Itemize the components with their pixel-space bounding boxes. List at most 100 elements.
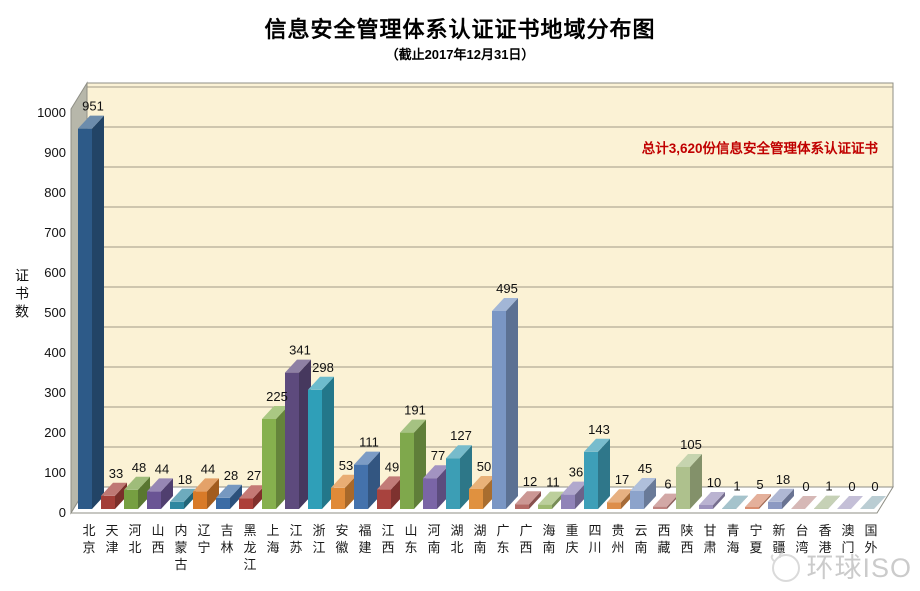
svg-text:藏: 藏 [657,540,670,555]
svg-text:西: 西 [381,540,394,555]
svg-text:古: 古 [174,557,187,572]
svg-text:安: 安 [335,523,348,538]
svg-text:951: 951 [82,99,104,114]
svg-text:5: 5 [756,477,763,492]
svg-text:341: 341 [289,343,311,358]
page-title: 信息安全管理体系认证证书地域分布图 [264,17,656,42]
svg-text:700: 700 [44,225,66,240]
svg-text:苏: 苏 [289,540,302,555]
chart-subtitle: （截止2017年12月31日） [385,47,535,62]
y-axis-ticks: 0 100 200 300 400 500 600 700 800 900 1000 [37,105,66,520]
svg-text:广: 广 [519,523,532,538]
svg-text:贵: 贵 [611,523,624,538]
bar-陕西 [676,454,702,509]
svg-text:川: 川 [588,540,601,555]
svg-text:500: 500 [44,305,66,320]
svg-text:18: 18 [776,472,790,487]
svg-text:北: 北 [82,523,95,538]
svg-text:新: 新 [772,523,785,538]
bar-浙江 [308,376,334,509]
svg-text:0: 0 [59,505,66,520]
svg-text:1000: 1000 [37,105,66,120]
bar-山东 [400,419,426,509]
svg-text:甘: 甘 [703,523,716,538]
bar-上海 [262,406,288,509]
bar-江苏 [285,359,311,509]
svg-text:港: 港 [818,540,831,555]
bar-四川 [584,438,610,509]
svg-text:重: 重 [565,523,578,538]
svg-text:200: 200 [44,425,66,440]
svg-text:300: 300 [44,385,66,400]
svg-text:1: 1 [733,479,740,494]
svg-text:云: 云 [634,523,647,538]
svg-text:上: 上 [266,523,279,538]
svg-text:津: 津 [105,540,118,555]
svg-text:江: 江 [243,557,256,572]
svg-text:江: 江 [312,540,325,555]
bar-河北 [124,476,150,509]
svg-text:48: 48 [132,460,146,475]
svg-text:天: 天 [105,523,118,538]
svg-text:宁: 宁 [749,523,762,538]
svg-text:6: 6 [664,477,671,492]
svg-text:17: 17 [615,472,629,487]
svg-text:徽: 徽 [335,540,348,555]
bar-天津 [101,482,127,509]
total-annotation: 总计3,620份信息安全管理体系认证证书 [641,141,878,156]
svg-text:江: 江 [289,523,302,538]
bar-江西 [377,476,403,509]
svg-text:四: 四 [588,523,601,538]
svg-text:1: 1 [825,479,832,494]
svg-text:外: 外 [864,540,877,555]
svg-text:湾: 湾 [795,540,808,555]
svg-text:西: 西 [657,523,670,538]
svg-text:45: 45 [638,461,652,476]
svg-text:北: 北 [128,540,141,555]
svg-text:南: 南 [427,540,440,555]
bar-青海 [722,495,748,509]
svg-text:100: 100 [44,465,66,480]
svg-text:广: 广 [496,523,509,538]
svg-text:门: 门 [841,540,854,555]
bar-广西 [515,491,541,509]
svg-text:南: 南 [634,540,647,555]
y-axis-title: 证书数 [14,268,30,322]
bar-台湾 [791,496,817,509]
bar-广东 [492,298,518,509]
svg-text:298: 298 [312,360,334,375]
svg-text:11: 11 [546,475,560,490]
svg-text:青: 青 [726,523,739,538]
svg-text:疆: 疆 [772,540,785,555]
svg-text:南: 南 [473,540,486,555]
svg-text:44: 44 [155,461,169,476]
svg-text:800: 800 [44,185,66,200]
svg-text:湖: 湖 [450,523,463,538]
svg-text:西: 西 [519,540,532,555]
svg-text:10: 10 [707,475,721,490]
svg-text:49: 49 [385,459,399,474]
bar-山西 [147,478,173,509]
svg-text:吉: 吉 [220,523,233,538]
svg-text:900: 900 [44,145,66,160]
bar-吉林 [216,484,242,509]
svg-text:495: 495 [496,281,518,296]
svg-text:庆: 庆 [565,540,578,555]
bar-宁夏 [745,494,771,509]
svg-text:京: 京 [82,540,95,555]
bar-澳门 [837,496,863,509]
svg-text:12: 12 [523,474,537,489]
svg-text:建: 建 [358,540,371,555]
svg-text:海: 海 [726,540,739,555]
svg-text:福: 福 [358,523,371,538]
svg-text:海: 海 [266,540,279,555]
bar-新疆 [768,488,794,509]
svg-text:143: 143 [588,422,610,437]
svg-text:台: 台 [795,523,808,538]
svg-text:海: 海 [542,523,555,538]
svg-text:28: 28 [224,468,238,483]
bar-甘肃 [699,492,725,509]
x-axis-labels: 北京天津河北山西内蒙古辽宁吉林黑龙江上海江苏浙江安徽福建江西山东河南湖北湖南广东… [82,523,877,572]
bar-国外 [860,496,886,509]
